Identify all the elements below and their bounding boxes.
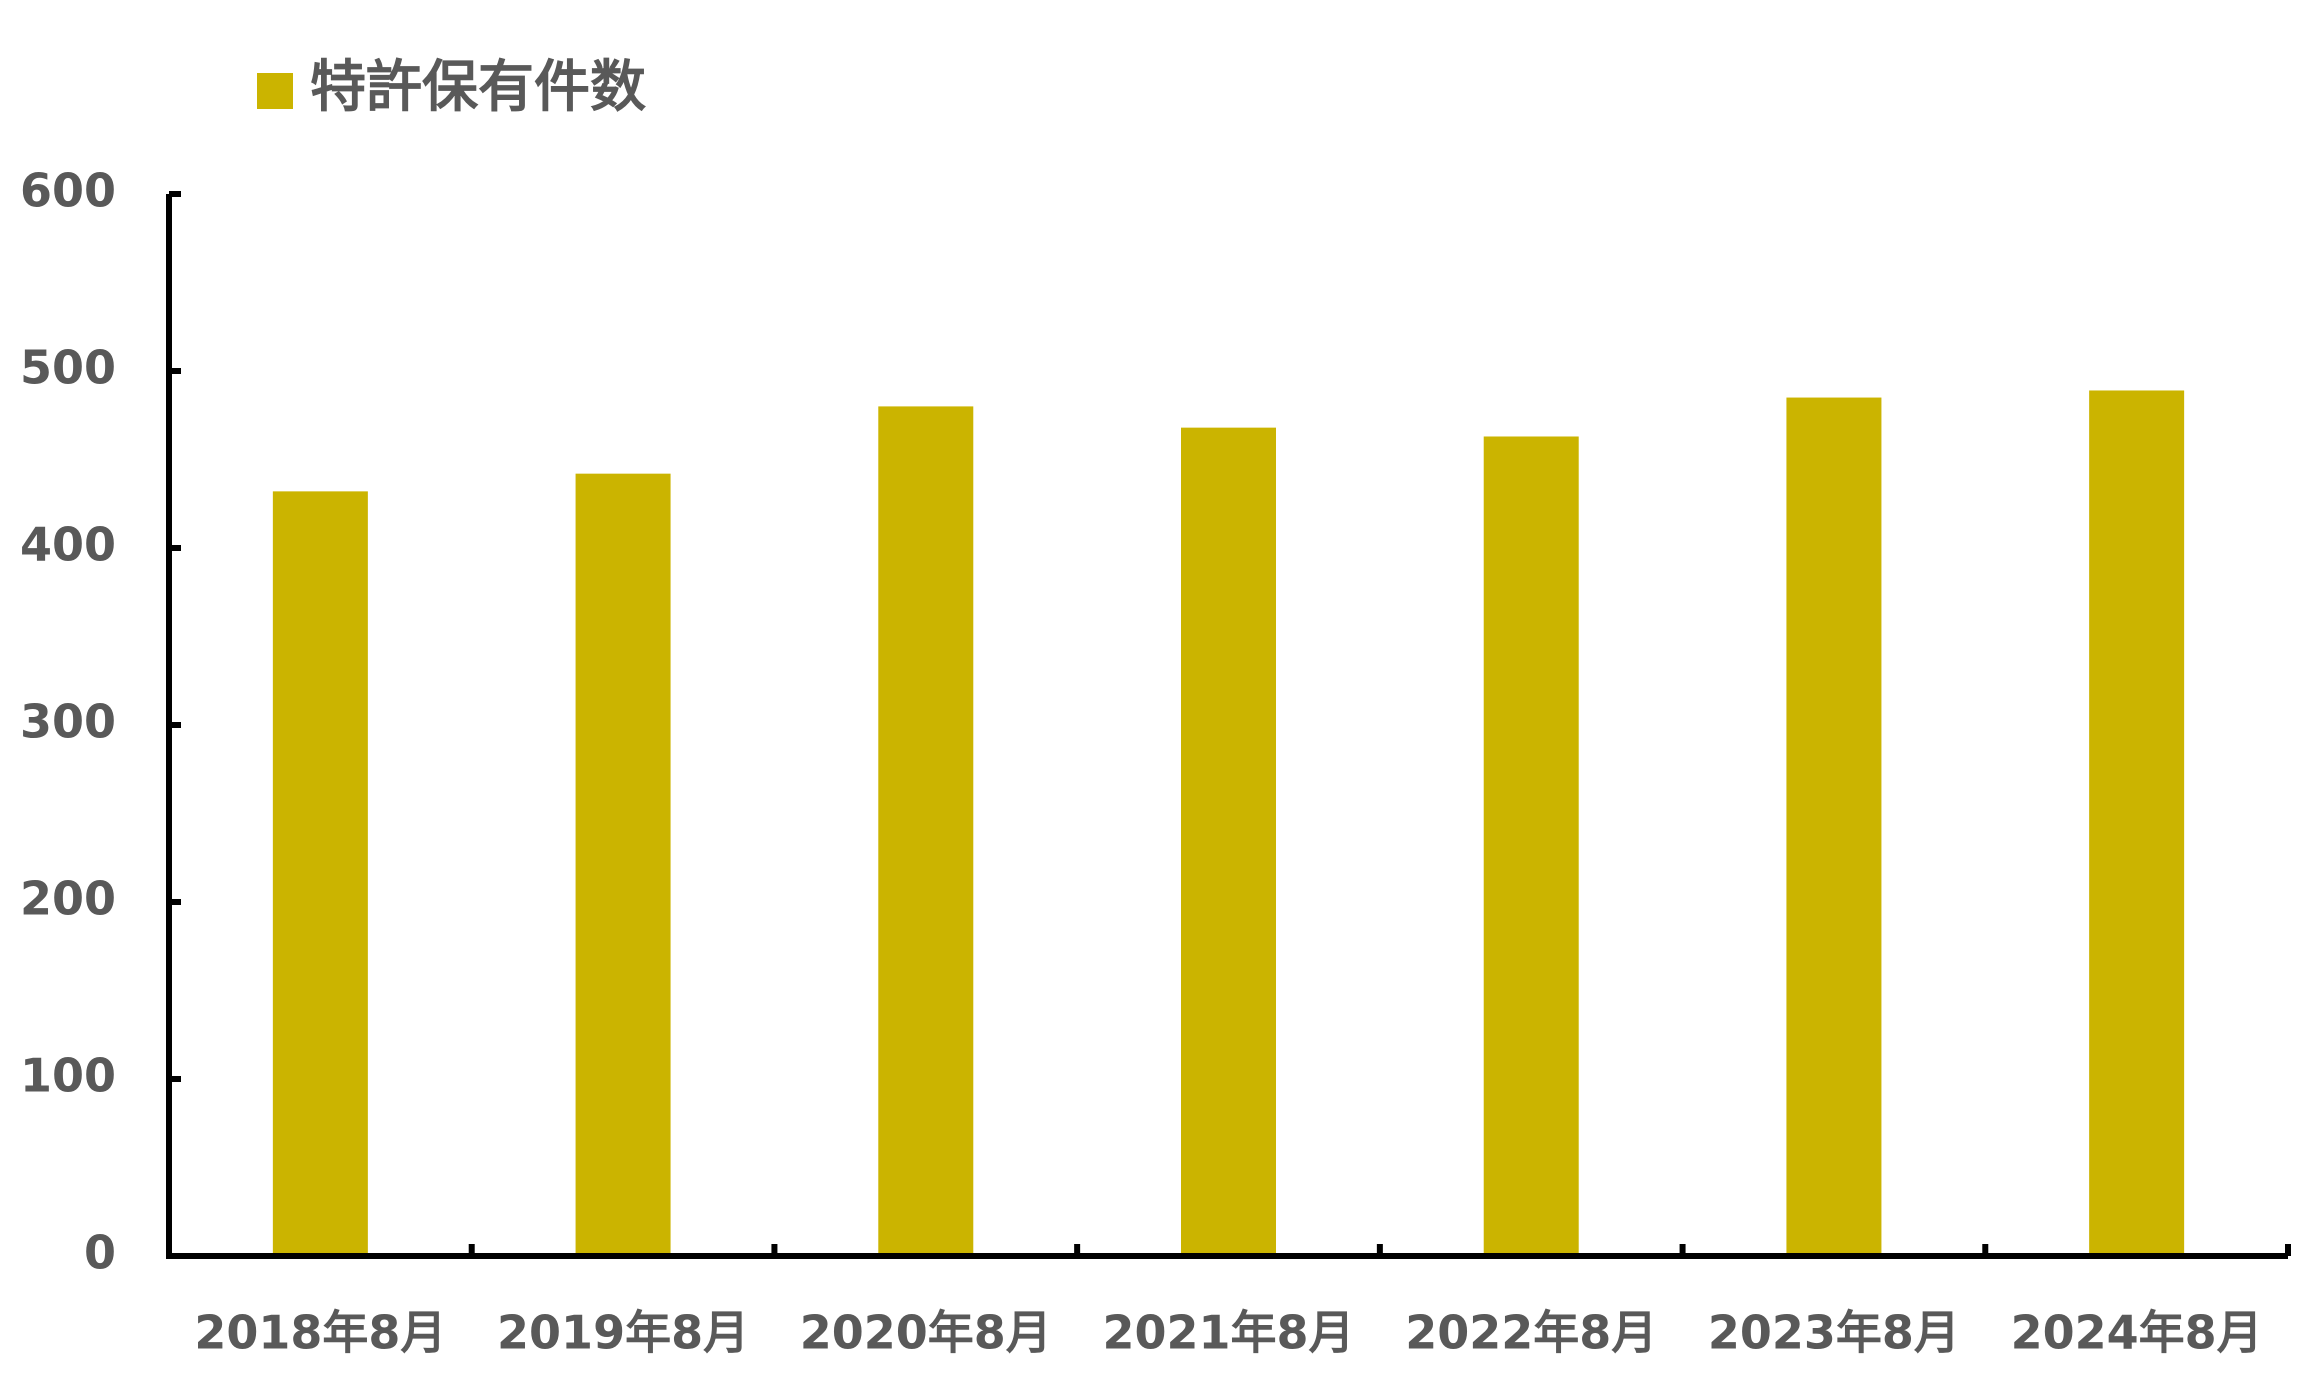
legend-swatch [257,73,293,109]
bar [1786,397,1882,1256]
bar [878,406,974,1256]
bar [2089,390,2185,1257]
y-tick-label: 500 [20,341,116,395]
y-tick-label: 600 [20,164,116,218]
x-tick-label: 2019年8月 [497,1306,749,1360]
x-tick-label: 2018年8月 [194,1306,446,1360]
y-tick-label: 300 [20,695,116,749]
bar [272,491,368,1256]
x-tick-label: 2024年8月 [2011,1306,2263,1360]
y-tick-label: 100 [20,1049,116,1103]
x-tick-label: 2021年8月 [1102,1306,1354,1360]
x-tick-label: 2023年8月 [1708,1306,1960,1360]
bar [1483,436,1579,1256]
y-tick-label: 400 [20,518,116,572]
legend-label: 特許保有件数 [310,55,646,120]
y-tick-label: 200 [20,872,116,926]
x-tick-label: 2020年8月 [800,1306,1052,1360]
y-tick-label: 0 [84,1226,116,1280]
bar [575,473,671,1256]
bar [1181,427,1276,1256]
x-tick-label: 2022年8月 [1405,1306,1657,1360]
